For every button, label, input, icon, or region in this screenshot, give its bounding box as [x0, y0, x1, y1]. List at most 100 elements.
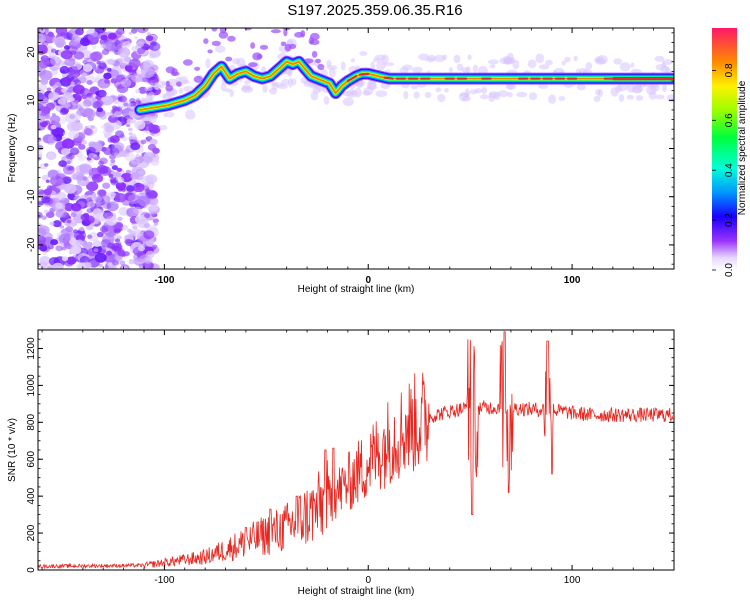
halo-blob — [240, 85, 252, 92]
noise-blob — [40, 55, 50, 62]
noise-blob — [102, 41, 116, 52]
noise-blob — [118, 56, 130, 66]
halo-blob — [413, 91, 420, 99]
noise-blob — [115, 185, 121, 190]
noise-blob — [70, 202, 82, 212]
noise-blob — [75, 104, 83, 110]
noise-blob — [52, 262, 64, 269]
halo-blob — [593, 96, 601, 102]
ytick-label: 400 — [26, 487, 37, 504]
noise-blob — [92, 208, 102, 216]
noise-blob — [133, 223, 137, 227]
halo-blob — [548, 94, 557, 104]
ridge-core-segment — [383, 76, 394, 80]
noise-blob — [135, 89, 141, 94]
noise-blob — [65, 233, 70, 237]
noise-blob — [86, 80, 93, 85]
noise-blob — [111, 165, 118, 171]
halo-blob — [619, 62, 631, 72]
halo-blob — [597, 89, 603, 98]
noise-blob — [110, 179, 119, 186]
noise-blob — [47, 266, 53, 269]
halo-blob — [456, 63, 464, 71]
colorbar-tick-label: 0.8 — [724, 63, 735, 77]
noise-blob — [77, 154, 87, 162]
halo-blob — [403, 90, 409, 100]
noise-blob — [79, 227, 85, 232]
noise-blob — [64, 57, 76, 67]
noise-blob — [137, 47, 146, 54]
noise-blob — [50, 69, 58, 76]
noise-blob — [47, 169, 59, 179]
noise-blob — [76, 262, 87, 269]
noise-blob — [82, 64, 93, 72]
halo-blob — [424, 91, 432, 99]
noise-blob — [131, 133, 137, 138]
halo-blob — [342, 97, 354, 107]
halo-blob — [193, 75, 203, 83]
xtick-label: -100 — [154, 575, 174, 586]
noise-blob — [143, 256, 153, 264]
noise-blob — [122, 41, 132, 48]
noise-blob — [60, 50, 73, 60]
noise-blob — [83, 108, 96, 119]
noise-blob — [140, 61, 151, 70]
noise-blob — [61, 256, 69, 262]
halo-blob — [376, 61, 386, 71]
xtick-label: 0 — [365, 275, 371, 286]
noise-blob — [74, 36, 82, 43]
halo-blob — [575, 68, 582, 74]
noise-blob — [86, 146, 96, 155]
noise-blob — [119, 53, 127, 59]
noise-blob — [110, 78, 118, 84]
noise-blob — [86, 197, 93, 203]
snr-series-line — [38, 331, 674, 570]
noise-blob — [125, 169, 132, 175]
noise-blob — [38, 83, 48, 92]
noise-blob — [62, 131, 68, 136]
halo-blob — [375, 90, 388, 98]
noise-blob — [144, 46, 150, 50]
noise-blob — [105, 111, 112, 117]
noise-blob — [47, 31, 54, 37]
noise-blob — [98, 206, 103, 210]
noise-blob — [38, 228, 47, 237]
noise-blob — [38, 64, 43, 71]
noise-blob — [64, 183, 77, 194]
noise-blob — [93, 248, 99, 253]
halo-blob — [194, 66, 201, 71]
halo-blob — [184, 109, 196, 120]
noise-blob — [117, 216, 123, 221]
noise-blob — [107, 262, 113, 267]
ytick-label: -20 — [26, 237, 37, 252]
noise-blob — [127, 194, 141, 205]
halo-blob — [507, 92, 513, 98]
noise-blob — [70, 245, 82, 255]
halo-blob — [148, 91, 155, 100]
noise-blob — [102, 182, 111, 189]
halo-blob — [654, 55, 665, 62]
halo-blob — [646, 85, 657, 95]
halo-blob — [474, 88, 483, 94]
noise-blob — [147, 136, 152, 140]
halo-blob — [309, 32, 320, 41]
noise-blob — [112, 260, 119, 266]
halo-blob — [205, 58, 211, 69]
colorbar-tick-label: 0.6 — [724, 113, 735, 127]
colorbar-gradient — [712, 28, 737, 270]
noise-blob — [115, 106, 123, 112]
noise-blob — [124, 65, 133, 72]
noise-blob — [38, 189, 45, 195]
noise-blob — [111, 142, 125, 153]
noise-blob — [74, 51, 85, 60]
halo-blob — [283, 28, 288, 37]
noise-blob — [73, 196, 80, 201]
noise-blob — [126, 185, 135, 192]
halo-blob — [259, 44, 269, 50]
noise-blob — [61, 138, 75, 149]
noise-blob — [70, 212, 77, 218]
noise-blob — [44, 120, 51, 125]
noise-blob — [39, 70, 53, 81]
